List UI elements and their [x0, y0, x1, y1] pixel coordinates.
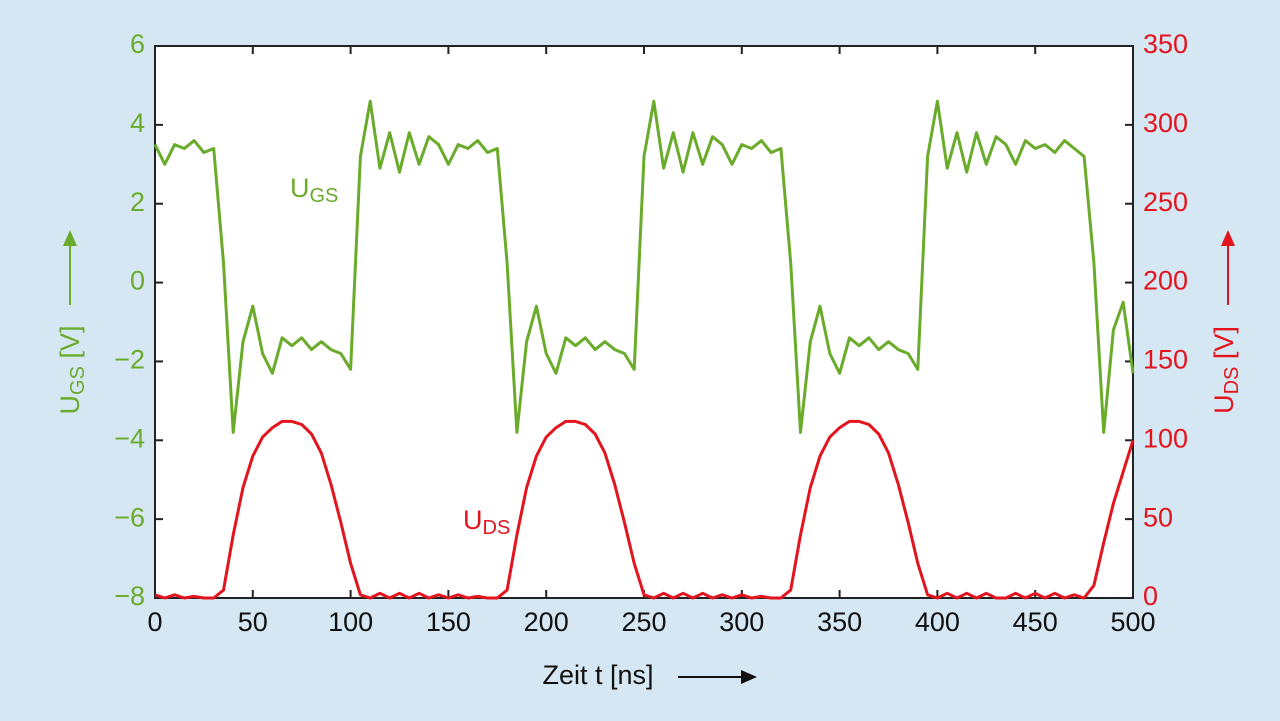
x-tick-label: 250 — [621, 607, 666, 637]
y-tick-label: 0 — [130, 266, 145, 296]
y-arrow — [63, 230, 77, 305]
y2-tick-label: 350 — [1143, 29, 1188, 59]
plot-area — [154, 45, 1134, 599]
x-axis-label: Zeit t [ns] — [542, 660, 653, 690]
series-line — [154, 419, 1135, 600]
x-tick-label: 150 — [426, 607, 471, 637]
x-tick-label: 50 — [238, 607, 268, 637]
y2-arrow — [1221, 230, 1235, 305]
x-arrow — [678, 670, 757, 684]
y-tick-label: 4 — [130, 108, 145, 138]
y2-tick-label: 150 — [1143, 345, 1188, 375]
x-tick-label: 450 — [1013, 607, 1058, 637]
y2-tick-label: 300 — [1143, 108, 1188, 138]
x-tick-label: 100 — [328, 607, 373, 637]
y2-tick-label: 50 — [1143, 502, 1173, 532]
x-tick-label: 0 — [147, 607, 162, 637]
x-tick-label: 400 — [915, 607, 960, 637]
y2-axis-label: UDS [V] — [1209, 326, 1243, 414]
y-tick-label: −6 — [114, 502, 145, 532]
y-tick-label: 2 — [130, 187, 145, 217]
y2-tick-label: 0 — [1143, 581, 1158, 611]
y-tick-label: −2 — [114, 345, 145, 375]
x-tick-label: 350 — [817, 607, 862, 637]
x-tick-label: 200 — [524, 607, 569, 637]
y-tick-label: −8 — [114, 581, 145, 611]
y-tick-label: −4 — [114, 423, 145, 453]
series-label: UDS — [463, 505, 510, 539]
x-tick-label: 500 — [1110, 607, 1155, 637]
series-line — [153, 99, 1135, 434]
y2-tick-label: 250 — [1143, 187, 1188, 217]
y2-tick-label: 100 — [1143, 423, 1188, 453]
series-label: UGS — [290, 173, 338, 207]
y-tick-label: 6 — [130, 29, 145, 59]
x-tick-label: 300 — [719, 607, 764, 637]
y2-tick-label: 200 — [1143, 266, 1188, 296]
y-axis-label: UGS [V] — [55, 326, 89, 415]
